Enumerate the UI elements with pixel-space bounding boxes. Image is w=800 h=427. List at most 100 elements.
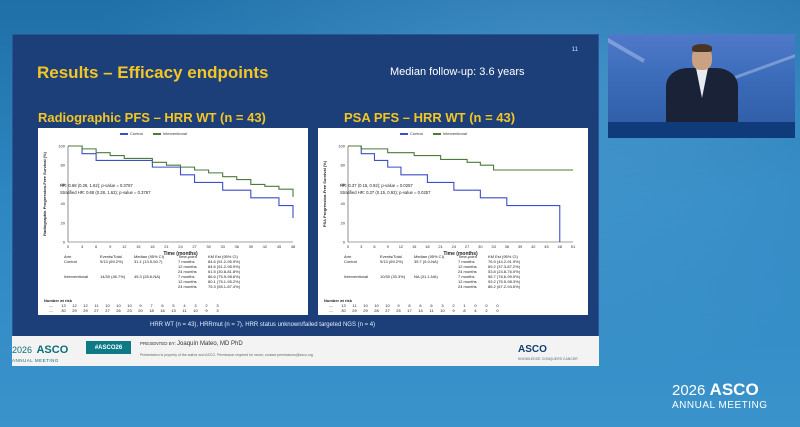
x-tick-label: 30	[206, 244, 211, 249]
hr-line: HR: 0.37 (0.15, 0.92); p-value = 0.0257	[340, 183, 413, 188]
x-tick-label: 0	[347, 244, 350, 249]
table-row: 12 months 93.2 (75.5-98.3%)	[344, 279, 538, 284]
light-ray	[608, 34, 645, 63]
legend-interventional: Interventional	[432, 131, 467, 136]
table-cell: 86.6 (75.9-98.6%)	[208, 274, 241, 279]
table-cell: 9/13 (69.2%)	[100, 259, 123, 264]
x-tick-label: 9	[109, 244, 112, 249]
risk-cell: 9	[205, 308, 208, 313]
risk-cell: 10	[127, 303, 132, 308]
risk-cell: 11	[352, 303, 357, 308]
y-tick-label: 100	[58, 144, 65, 149]
risk-cell: 13	[171, 308, 176, 313]
table-cell: 31.1 (13.5-50.7)	[134, 259, 163, 264]
table-cell: 7 months	[178, 259, 195, 264]
risk-cell: 29	[83, 308, 88, 313]
km-curve-interventional	[348, 145, 573, 171]
table-cell: Median (95% CI)	[414, 254, 445, 259]
hr-line: HR: 0.68 (0.28, 1.62); p-value = 0.3767	[60, 183, 133, 188]
table-row: Interventional 14/30 (46.7%) 45.3 (28.6-NA…	[64, 274, 258, 279]
table-row: Control 9/13 (69.2%) 31.1 (13.5-50.7) 7 mon…	[64, 259, 258, 264]
risk-cell: 9	[139, 303, 142, 308]
chart-legend: Control Interventional	[400, 131, 467, 136]
table-row: 24 months 75.3 (55.1-87.4%)	[64, 284, 258, 289]
table-row: 24 months 86.2 (67.2-94.6%)	[344, 284, 538, 289]
x-tick-label: 42	[263, 244, 268, 249]
panel-title-rpfs: Radiographic PFS – HRR WT (n = 43)	[38, 110, 266, 125]
table-cell: 24 months	[178, 284, 197, 289]
table-cell: 80.1 (75.1-95.2%)	[208, 279, 241, 284]
table-cell	[134, 284, 178, 289]
risk-cell: 10	[105, 303, 110, 308]
table-cell: 24 months	[458, 284, 477, 289]
risk-cell: 10	[440, 308, 445, 313]
table-cell: 12 months	[458, 264, 477, 269]
risk-cell: 12	[83, 303, 88, 308]
x-tick-label: 30	[478, 244, 483, 249]
y-axis-label: Radiographic Progression-Free Survival (…	[42, 151, 47, 235]
table-cell: 14/30 (46.7%)	[100, 274, 126, 279]
podium	[608, 122, 795, 138]
risk-cell: 29	[352, 308, 357, 313]
risk-cell: 16	[160, 308, 165, 313]
risk-cell: 25	[396, 308, 401, 313]
km-table: Arm Events/Total Median (95% CI) Time-point…	[64, 254, 258, 289]
risk-cell: 13	[61, 303, 66, 308]
km-table: Arm Events/Total Median (95% CI) Time-point…	[344, 254, 538, 289]
risk-cell: 10	[374, 303, 379, 308]
table-row: Interventional 10/30 (33.3%) NA (31.1-NA) 7…	[344, 274, 538, 279]
copyright-note: Presentation is property of the author a…	[140, 353, 313, 357]
table-cell: KM Est (95% CI)	[208, 254, 238, 259]
risk-cell: 13	[341, 303, 346, 308]
risk-cell: 10	[363, 303, 368, 308]
risk-cell: 11	[429, 308, 434, 313]
y-tick-label: 0	[343, 240, 346, 245]
legend-interventional-swatch	[152, 132, 161, 135]
risk-cell: 0	[496, 303, 499, 308]
table-cell: 84.6 (51.2-95.9%)	[208, 259, 241, 264]
table-cell	[344, 284, 380, 289]
y-tick-label: 20	[61, 220, 66, 225]
legend-control: Control	[120, 131, 143, 136]
x-tick-label: 15	[136, 244, 141, 249]
x-tick-label: 45	[277, 244, 282, 249]
presenter-line: PRESENTED BY: Joaquín Mateo, MD PhD	[140, 341, 243, 347]
corner-year: 2026	[672, 382, 706, 399]
followup-label: Median follow-up: 3.6 years	[390, 66, 525, 78]
table-cell: 7 months	[458, 259, 475, 264]
x-tick-label: 6	[373, 244, 376, 249]
y-tick-label: 60	[61, 182, 66, 187]
speaker-hair	[692, 44, 712, 52]
table-cell	[64, 284, 100, 289]
table-cell: Events/Total	[100, 254, 122, 259]
risk-cell: 2	[452, 303, 455, 308]
risk-cell: 6	[419, 303, 422, 308]
table-cell: Control	[344, 259, 357, 264]
legend-control-label: Control	[410, 131, 423, 136]
table-cell: 61.5 (30.8-81.8%)	[208, 269, 241, 274]
panel-title-psapfs: PSA PFS – HRR WT (n = 43)	[344, 110, 516, 125]
risk-cell: 7	[150, 303, 153, 308]
table-cell: 69.2 (37.3-87.2%)	[488, 264, 521, 269]
legend-interventional-swatch	[432, 132, 441, 135]
legend-interventional-label: Interventional	[442, 131, 467, 136]
y-tick-label: 60	[341, 182, 346, 187]
table-cell: 24 months	[178, 269, 197, 274]
risk-cell: 9	[397, 303, 400, 308]
x-tick-label: 36	[235, 244, 240, 249]
risk-cell: 1	[463, 303, 466, 308]
table-cell: 93.2 (75.5-98.3%)	[488, 279, 521, 284]
risk-row-marker: —	[49, 308, 53, 313]
legend-interventional: Interventional	[152, 131, 187, 136]
x-tick-label: 39	[518, 244, 523, 249]
legend-control-swatch	[400, 132, 408, 135]
stratified-hr-line: Stratified HR: 0.37 (0.15, 0.92); p-valu…	[340, 190, 431, 195]
x-tick-label: 3	[360, 244, 363, 249]
km-curve-control	[68, 145, 294, 218]
risk-cell: 6	[161, 303, 164, 308]
y-tick-label: 0	[63, 240, 66, 245]
table-row: Control 9/13 (69.2%) 35.7 (6.0-NA) 7 months…	[344, 259, 538, 264]
risk-cell: 10	[193, 308, 198, 313]
legend-control-swatch	[120, 132, 128, 135]
risk-cell: 26	[116, 308, 121, 313]
